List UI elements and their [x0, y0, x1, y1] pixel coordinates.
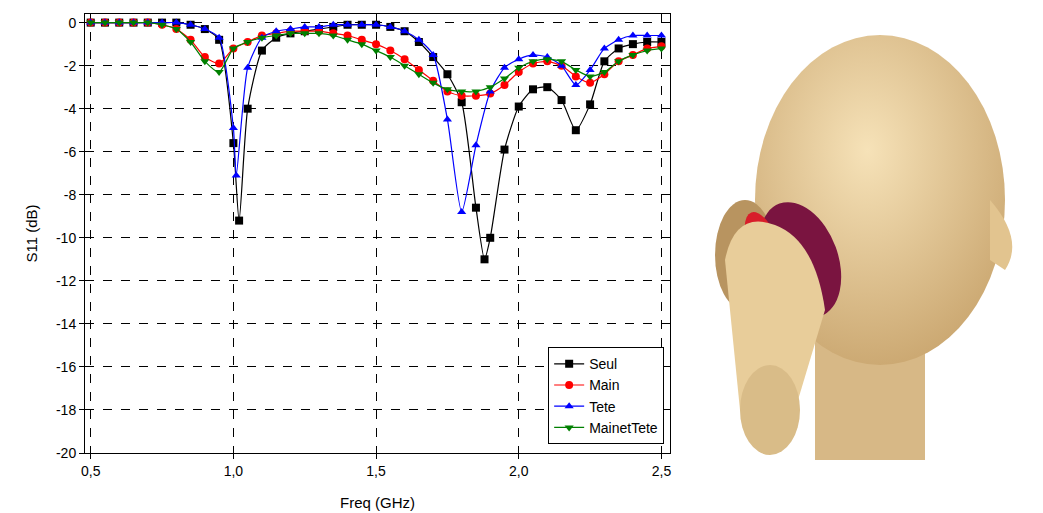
svg-text:-10: -10	[56, 230, 76, 246]
svg-text:Tete: Tete	[589, 399, 616, 415]
svg-text:-20: -20	[56, 445, 76, 461]
svg-text:-16: -16	[56, 359, 76, 375]
svg-text:S11 (dB): S11 (dB)	[23, 204, 40, 262]
svg-text:-18: -18	[56, 402, 76, 418]
svg-text:-2: -2	[64, 58, 77, 74]
svg-text:-12: -12	[56, 273, 76, 289]
svg-text:-4: -4	[64, 101, 77, 117]
svg-text:2,5: 2,5	[652, 463, 672, 479]
svg-text:Freq (GHz): Freq (GHz)	[340, 494, 415, 511]
svg-text:1,5: 1,5	[366, 463, 386, 479]
svg-text:Main: Main	[589, 377, 619, 393]
svg-text:-6: -6	[64, 144, 77, 160]
svg-text:-8: -8	[64, 187, 77, 203]
svg-text:1,0: 1,0	[224, 463, 244, 479]
svg-text:-14: -14	[56, 316, 76, 332]
svg-text:MainetTete: MainetTete	[589, 420, 658, 436]
svg-text:0: 0	[68, 15, 76, 31]
svg-text:0,5: 0,5	[81, 463, 101, 479]
svg-text:2,0: 2,0	[509, 463, 529, 479]
svg-text:Seul: Seul	[589, 356, 617, 372]
